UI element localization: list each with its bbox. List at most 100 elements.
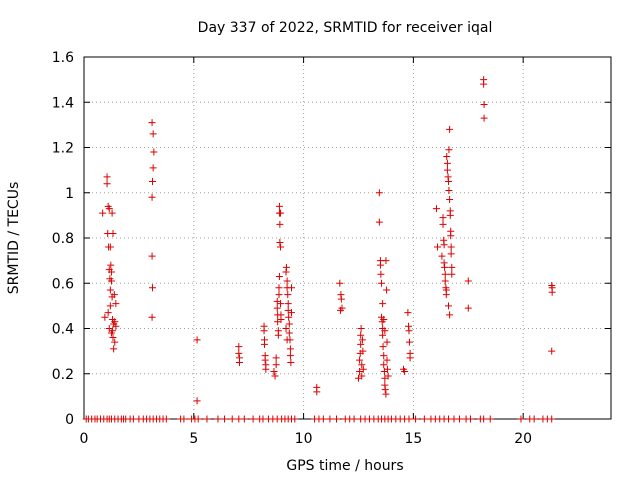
- data-point: [404, 309, 412, 317]
- data-point: [149, 177, 157, 185]
- data-point: [240, 415, 248, 423]
- y-tick-label: 1.4: [52, 95, 74, 111]
- data-point: [464, 277, 472, 285]
- data-point: [441, 277, 449, 285]
- data-point: [221, 415, 229, 423]
- data-point: [101, 313, 109, 321]
- data-point: [486, 415, 494, 423]
- data-point: [455, 415, 463, 423]
- data-point: [235, 343, 243, 351]
- x-tick-label: 15: [404, 431, 422, 447]
- y-tick-label: 1.6: [52, 50, 74, 66]
- data-point: [107, 277, 115, 285]
- data-point: [103, 173, 111, 181]
- data-point: [337, 295, 345, 303]
- data-point: [194, 415, 202, 423]
- data-point: [260, 327, 268, 335]
- data-point: [432, 205, 440, 213]
- data-point: [377, 270, 385, 278]
- data-point: [313, 388, 321, 396]
- data-point: [228, 415, 236, 423]
- data-point: [383, 365, 391, 373]
- data-point: [284, 291, 292, 299]
- data-point: [275, 284, 283, 292]
- x-tick-label: 20: [514, 431, 532, 447]
- data-point: [148, 193, 156, 201]
- data-point: [401, 367, 409, 375]
- data-point: [358, 372, 366, 380]
- data-point: [108, 209, 116, 217]
- data-point: [378, 279, 386, 287]
- data-point: [443, 166, 451, 174]
- data-point: [276, 239, 284, 247]
- data-point: [105, 325, 113, 332]
- data-point: [286, 345, 294, 353]
- data-point: [275, 272, 283, 280]
- data-point: [286, 352, 294, 360]
- data-points: [82, 76, 556, 423]
- data-point: [112, 300, 120, 308]
- data-point: [381, 327, 389, 335]
- data-point: [447, 243, 455, 251]
- data-point: [214, 415, 222, 423]
- data-point: [357, 340, 365, 348]
- data-point: [381, 386, 389, 394]
- data-point: [530, 415, 538, 423]
- data-point: [274, 331, 282, 339]
- x-tick-label: 0: [80, 431, 89, 447]
- data-point: [336, 279, 344, 287]
- y-tick-label: 0.2: [52, 367, 74, 383]
- data-point: [277, 209, 285, 217]
- data-point: [283, 277, 291, 285]
- data-point: [110, 345, 118, 353]
- data-point: [446, 211, 454, 219]
- data-point: [405, 338, 413, 346]
- data-point: [148, 252, 156, 260]
- data-point: [466, 415, 474, 423]
- data-point: [326, 415, 334, 423]
- data-point: [548, 288, 556, 296]
- data-point: [464, 304, 472, 312]
- grid: [84, 57, 611, 419]
- data-point: [405, 327, 413, 335]
- data-point: [446, 311, 454, 319]
- data-point: [273, 304, 281, 312]
- data-point: [548, 347, 556, 355]
- data-point: [99, 209, 107, 217]
- data-point: [375, 218, 383, 226]
- data-point: [448, 270, 456, 278]
- y-tick-label: 1.2: [52, 141, 74, 157]
- x-tick-label: 10: [295, 431, 313, 447]
- x-tick-label: 5: [189, 431, 198, 447]
- data-point: [203, 415, 211, 423]
- data-point: [356, 356, 364, 364]
- data-point: [112, 322, 120, 330]
- data-point: [358, 361, 366, 369]
- data-point: [104, 309, 112, 317]
- data-point: [480, 101, 488, 109]
- data-point: [379, 300, 387, 308]
- data-point: [517, 415, 525, 423]
- data-point: [282, 325, 290, 332]
- data-point: [380, 361, 388, 369]
- data-point: [445, 146, 453, 154]
- data-point: [277, 315, 285, 323]
- data-point: [260, 340, 268, 348]
- data-point: [249, 415, 257, 423]
- data-point: [261, 356, 269, 364]
- data-point: [291, 415, 299, 423]
- data-point: [356, 367, 364, 375]
- data-point: [162, 415, 170, 423]
- data-point: [359, 347, 367, 355]
- data-point: [376, 261, 384, 269]
- y-tick-label: 0.6: [52, 276, 74, 292]
- data-point: [382, 257, 390, 265]
- y-axis-title: SRMTID / TECUs: [6, 182, 22, 295]
- data-point: [235, 358, 243, 366]
- data-point: [446, 125, 454, 133]
- data-point: [148, 119, 156, 127]
- data-point: [150, 148, 158, 156]
- data-point: [275, 202, 283, 210]
- data-point: [285, 329, 293, 337]
- y-tick-label: 1: [65, 186, 74, 202]
